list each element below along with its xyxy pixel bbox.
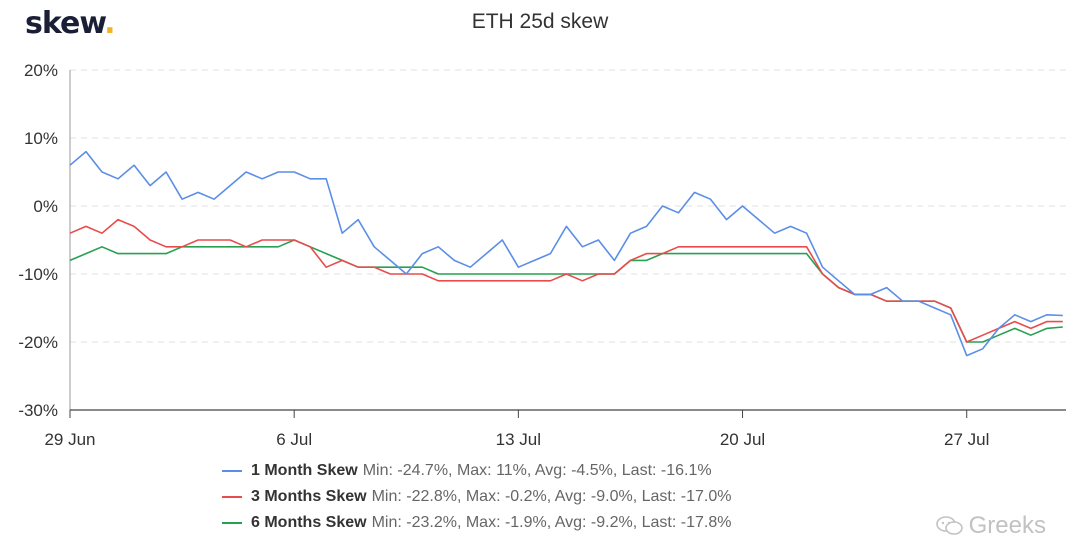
legend-swatch-3-months: [222, 496, 242, 498]
chart-legend: 1 Month Skew Min: -24.7%, Max: 11%, Avg:…: [222, 458, 731, 536]
skew-logo: skew.: [25, 6, 116, 41]
legend-item-6-months[interactable]: 6 Months Skew Min: -23.2%, Max: -1.9%, A…: [222, 510, 731, 536]
chart-title: ETH 25d skew: [471, 10, 609, 33]
y-tick-label: 10%: [24, 129, 58, 148]
legend-series-stats: Min: -22.8%, Max: -0.2%, Avg: -9.0%, Las…: [371, 488, 732, 505]
legend-series-name: 3 Months Skew: [251, 488, 367, 505]
legend-series-stats: Min: -24.7%, Max: 11%, Avg: -4.5%, Last:…: [362, 462, 712, 479]
watermark-text: Greeks: [968, 512, 1046, 539]
x-tick-label: 6 Jul: [276, 430, 312, 449]
legend-swatch-1-month: [222, 470, 242, 472]
series-line-1-month: [69, 150, 1063, 357]
logo-text: skew: [25, 6, 105, 41]
legend-series-stats: Min: -23.2%, Max: -1.9%, Avg: -9.2%, Las…: [371, 514, 732, 531]
logo-dot: .: [104, 6, 115, 41]
x-tick-label: 13 Jul: [496, 430, 541, 449]
y-tick-label: -10%: [18, 265, 58, 284]
legend-item-1-month[interactable]: 1 Month Skew Min: -24.7%, Max: 11%, Avg:…: [222, 458, 731, 484]
series-line-6-months: [69, 239, 1063, 343]
legend-series-name: 1 Month Skew: [251, 462, 358, 479]
legend-swatch-6-months: [222, 522, 242, 524]
y-tick-label: 20%: [24, 61, 58, 80]
y-tick-label: 0%: [33, 197, 58, 216]
watermark: Greeks: [935, 512, 1046, 540]
x-tick-label: 29 Jun: [44, 430, 95, 449]
wechat-icon: [935, 516, 963, 535]
legend-item-3-months[interactable]: 3 Months Skew Min: -22.8%, Max: -0.2%, A…: [222, 484, 731, 510]
x-tick-label: 20 Jul: [720, 430, 765, 449]
legend-series-name: 6 Months Skew: [251, 514, 367, 531]
x-tick-label: 27 Jul: [944, 430, 989, 449]
y-tick-label: -20%: [18, 333, 58, 352]
series-line-3-months: [69, 218, 1063, 343]
y-tick-label: -30%: [18, 401, 58, 420]
